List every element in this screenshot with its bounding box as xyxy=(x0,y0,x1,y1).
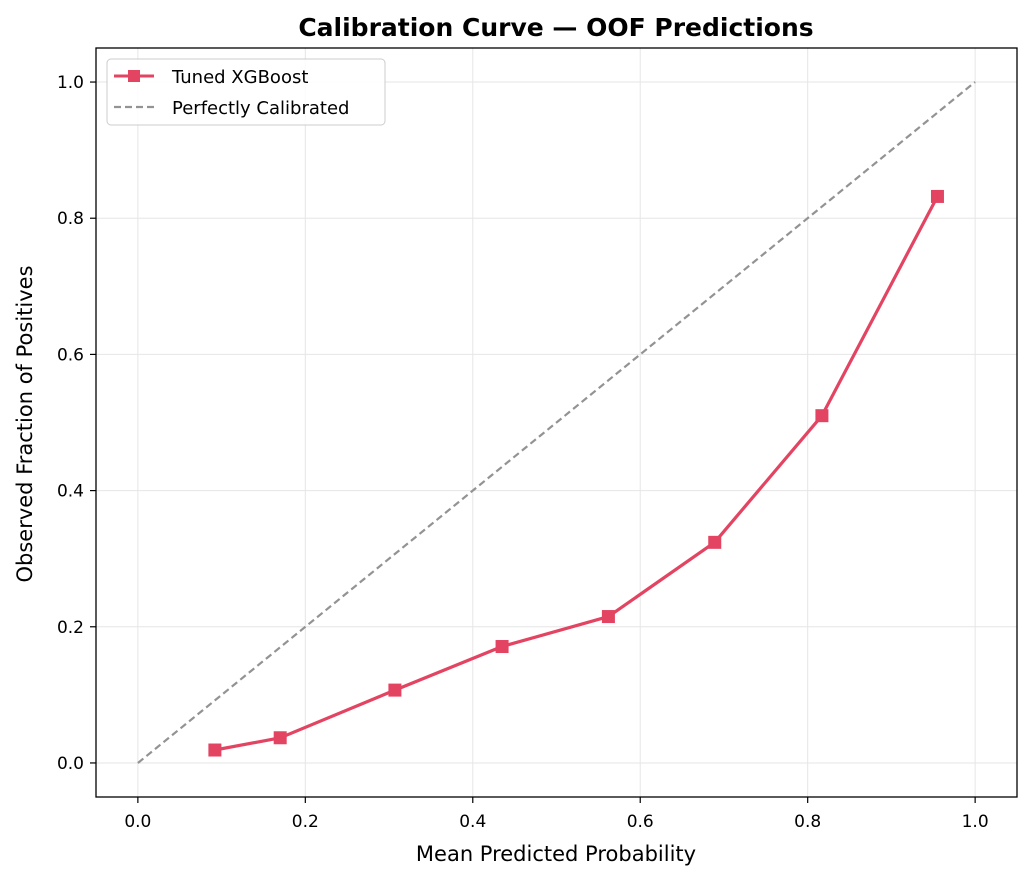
series-layer xyxy=(137,81,976,764)
x-axis-label: Mean Predicted Probability xyxy=(416,842,696,866)
legend-label-calibrated: Perfectly Calibrated xyxy=(172,98,349,119)
legend-swatch-xgboost-marker xyxy=(128,70,140,82)
data-point-xgboost xyxy=(815,409,829,423)
y-tick-label: 0.0 xyxy=(57,754,84,774)
x-tick-label: 0.2 xyxy=(292,812,319,832)
series-line-perfect-calibration xyxy=(137,81,976,764)
data-point-xgboost xyxy=(208,743,222,757)
data-point-xgboost xyxy=(930,189,944,203)
x-tick-label: 0.6 xyxy=(627,812,654,832)
series-line-xgboost xyxy=(214,195,939,752)
y-tick-label: 0.2 xyxy=(57,618,84,638)
legend: Tuned XGBoost Perfectly Calibrated xyxy=(106,58,386,126)
legend-label-xgboost: Tuned XGBoost xyxy=(171,67,308,88)
x-tick-label: 0.8 xyxy=(794,812,821,832)
data-point-xgboost xyxy=(273,731,287,745)
y-axis-ticks: 0.0 0.2 0.4 0.6 0.8 1.0 xyxy=(57,73,96,774)
y-axis-label: Observed Fraction of Positives xyxy=(13,265,37,582)
data-point-xgboost xyxy=(388,683,402,697)
data-point-xgboost xyxy=(601,610,615,624)
y-tick-label: 0.6 xyxy=(57,345,84,365)
y-tick-label: 1.0 xyxy=(57,73,84,93)
y-tick-label: 0.4 xyxy=(57,482,84,502)
chart-title: Calibration Curve — OOF Predictions xyxy=(298,13,813,42)
legend-box xyxy=(106,58,386,126)
x-axis-ticks: 0.0 0.2 0.4 0.6 0.8 1.0 xyxy=(124,797,989,832)
x-tick-label: 0.0 xyxy=(124,812,151,832)
x-tick-label: 1.0 xyxy=(962,812,989,832)
data-point-xgboost xyxy=(495,640,509,654)
y-tick-label: 0.8 xyxy=(57,209,84,229)
x-tick-label: 0.4 xyxy=(459,812,486,832)
plot-frame xyxy=(95,47,1018,798)
data-point-xgboost xyxy=(708,535,722,549)
